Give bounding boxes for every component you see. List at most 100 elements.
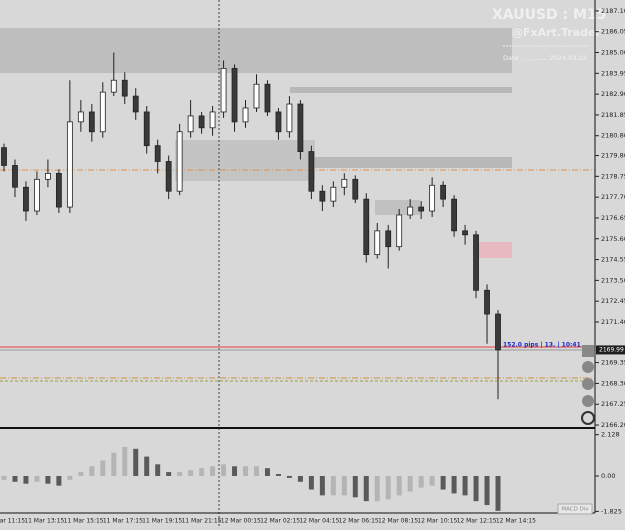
histogram-bar (253, 466, 259, 476)
symbol: XAUUSD : M15 (492, 7, 606, 23)
histogram-bar (330, 475, 336, 496)
candle-body (12, 165, 18, 188)
histogram-bar (122, 446, 128, 476)
tools (581, 345, 595, 425)
histogram-bar (34, 475, 40, 482)
price-label-box (596, 345, 625, 355)
x-tick-label: 12 Mar 08:15 (378, 518, 418, 525)
histogram-bar (451, 475, 457, 494)
x-tick-label: 11 Mar 19:15 (142, 518, 182, 525)
histogram-bar (166, 472, 172, 476)
histogram-bar (495, 475, 501, 511)
histogram-bar (78, 472, 84, 476)
candle-body (275, 111, 282, 133)
candle-body (385, 230, 392, 248)
histogram-bar (23, 475, 29, 484)
indicator-label-box (557, 503, 593, 515)
candle-body (231, 67, 238, 123)
candle-body (77, 111, 84, 123)
y-tick-label: 2166.20 (601, 421, 625, 429)
x-tick-label: 11 Mar 11:15 (0, 518, 25, 525)
y-tick-label: 2175.60 (601, 235, 625, 243)
histogram-bar (363, 475, 369, 502)
candle-body (462, 230, 468, 236)
candle-body (308, 151, 315, 192)
candle-body (374, 230, 381, 256)
x-tick-label: 12 Mar 02:15 (260, 518, 300, 525)
histogram-bar (319, 475, 325, 496)
candle-body (165, 161, 172, 192)
candle-body (352, 178, 359, 200)
candle-body (132, 95, 139, 113)
x-tick-label: 12 Mar 12:15 (457, 518, 497, 525)
x-tick-label: 12 Mar 10:15 (417, 518, 457, 525)
histogram-bar (341, 475, 347, 496)
y-tick-label: 2171.40 (601, 318, 625, 326)
candle-body (396, 214, 403, 248)
histogram-bar (155, 464, 161, 476)
candle-body (198, 115, 205, 129)
candle-body (209, 111, 216, 129)
histogram-bar (418, 475, 424, 488)
y-tick-label: 2174.55 (601, 256, 625, 264)
x-tick-label: 11 Mar 13:15 (24, 518, 64, 525)
histogram-bar (374, 475, 380, 502)
candle-body (242, 107, 249, 123)
x-tick-label: 11 Mar 17:15 (103, 518, 143, 525)
x-tick-label: 12 Mar 00:15 (221, 518, 261, 525)
candle-body (264, 83, 271, 113)
candle-body (484, 289, 490, 315)
y-tick-label: 2168.30 (601, 379, 625, 387)
y-tick-label: 2167.25 (601, 400, 625, 408)
candle-body (319, 190, 326, 202)
histogram-bar (67, 475, 73, 480)
y-tick-label: 2182.90 (601, 90, 625, 98)
histogram-bar (243, 466, 249, 476)
y-tick-label: 2179.80 (601, 152, 625, 160)
histogram-bar (484, 475, 490, 506)
histogram-bar (352, 475, 358, 498)
watermark: @FxArt.Trader (512, 26, 601, 39)
histogram-bar (396, 475, 402, 496)
y-tick-label: 2185.00 (601, 49, 625, 57)
tool-button[interactable] (582, 361, 594, 373)
candle-body (297, 103, 304, 152)
candle-body (154, 145, 161, 162)
zone (290, 87, 512, 93)
y-tick-label: 2177.70 (601, 193, 625, 201)
tool-button[interactable] (582, 395, 594, 407)
tool-button[interactable] (582, 378, 594, 390)
zone (0, 28, 512, 73)
date: Date : ........... 2024.03.12 (503, 54, 587, 62)
histogram-bar (188, 470, 194, 476)
y-tick-label: 2181.85 (601, 111, 625, 119)
candle-body (187, 115, 194, 133)
candle-body (34, 178, 40, 212)
x-tick-label: 12 Mar 04:15 (299, 518, 339, 525)
indicator-label: MACD Div (561, 507, 589, 513)
candle-body (473, 234, 479, 291)
histogram-bar (440, 475, 446, 490)
tool-button[interactable] (582, 345, 594, 357)
candle-body (1, 147, 7, 166)
zone (175, 140, 315, 181)
histogram-bar (232, 466, 238, 476)
candle-body (407, 206, 414, 216)
histogram-bar (429, 475, 435, 486)
y-tick-label: 2169.35 (601, 359, 625, 367)
candle-body (220, 67, 227, 113)
histogram-bar (286, 475, 292, 478)
histogram-bar (89, 466, 95, 476)
zone (310, 157, 512, 168)
candle-body (253, 83, 260, 109)
y-tick-label: 0.00 (601, 472, 615, 480)
candle-body (45, 172, 51, 180)
histogram-bar (221, 464, 227, 476)
y-tick-label: 2183.95 (601, 69, 625, 77)
y-tick-label: 2.128 (601, 431, 620, 439)
histogram-bar (45, 475, 51, 484)
candle-body (121, 79, 128, 97)
tool-button[interactable] (581, 411, 595, 425)
candle-body (495, 313, 501, 351)
candle-body (99, 91, 106, 133)
